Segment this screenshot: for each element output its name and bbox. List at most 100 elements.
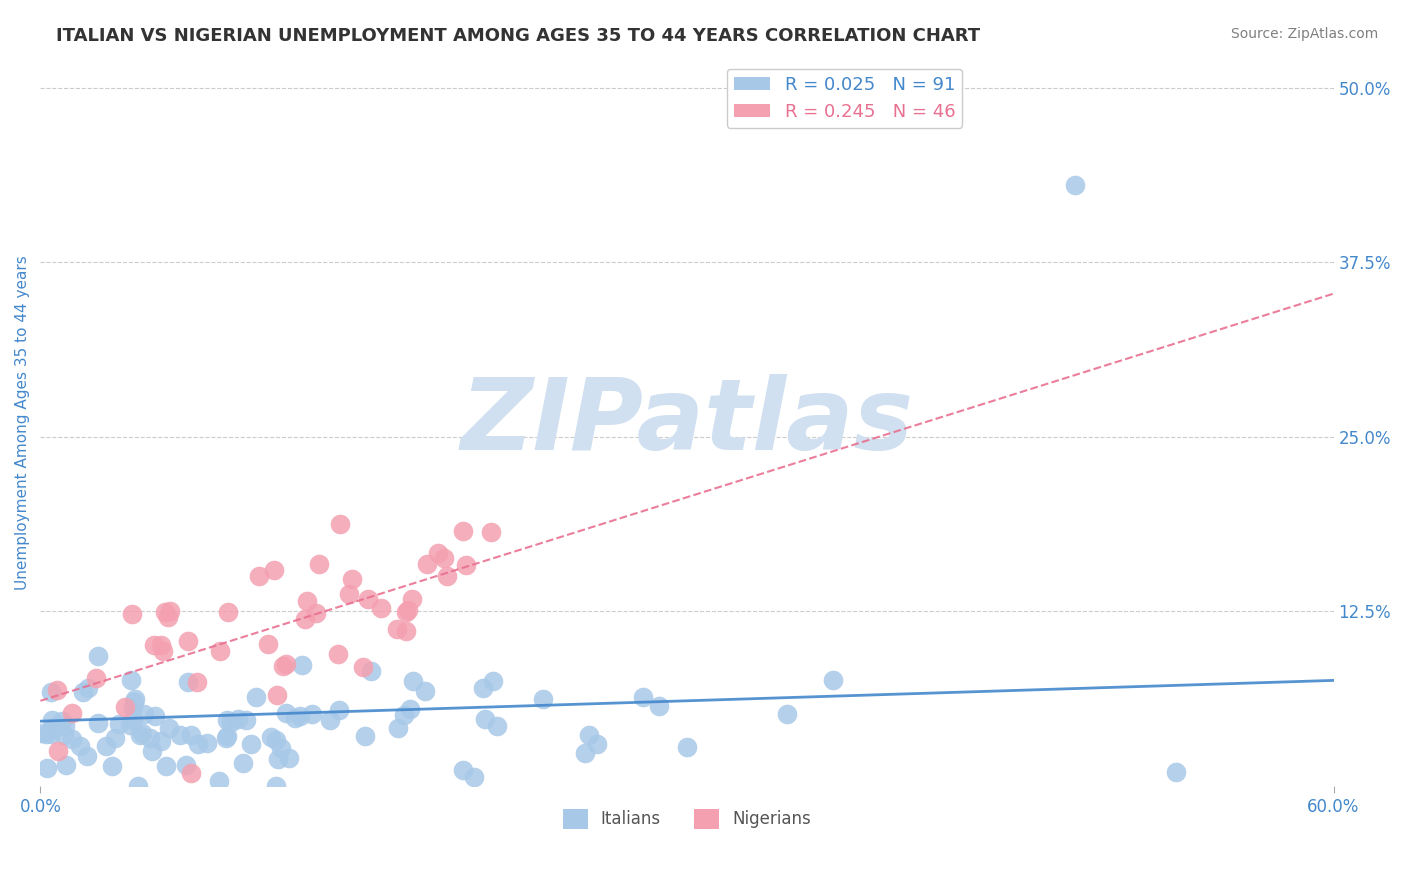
Point [143, 709, 166, 723]
Point [578, 728, 600, 742]
Point [169, 728, 191, 742]
Point [337, 587, 360, 601]
Point [257, 637, 280, 651]
Point [278, 751, 301, 765]
Point [482, 674, 505, 689]
Point [586, 738, 609, 752]
Point [77, 681, 100, 695]
Point [295, 593, 318, 607]
Point [101, 758, 124, 772]
Point [451, 524, 474, 538]
Text: ITALIAN VS NIGERIAN UNEMPLOYMENT AMONG AGES 35 TO 44 YEARS CORRELATION CHART: ITALIAN VS NIGERIAN UNEMPLOYMENT AMONG A… [56, 27, 980, 45]
Point [35, 727, 58, 741]
Point [157, 722, 180, 736]
Point [633, 690, 655, 704]
Point [156, 610, 179, 624]
Point [96, 739, 118, 754]
Y-axis label: Unemployment Among Ages 35 to 44 years: Unemployment Among Ages 35 to 44 years [15, 255, 30, 591]
Point [176, 633, 198, 648]
Point [53, 728, 76, 742]
Point [260, 731, 283, 745]
Point [150, 734, 173, 748]
Point [267, 752, 290, 766]
Point [288, 709, 311, 723]
Point [72, 684, 94, 698]
Point [308, 557, 330, 571]
Point [396, 603, 419, 617]
Point [264, 779, 287, 793]
Point [399, 702, 422, 716]
Point [531, 692, 554, 706]
Point [141, 744, 163, 758]
Text: Source: ZipAtlas.com: Source: ZipAtlas.com [1230, 27, 1378, 41]
Point [387, 721, 409, 735]
Point [1064, 178, 1087, 193]
Point [41, 714, 63, 728]
Point [128, 728, 150, 742]
Point [124, 692, 146, 706]
Point [217, 606, 239, 620]
Point [266, 688, 288, 702]
Point [46, 682, 69, 697]
Point [294, 611, 316, 625]
Point [328, 703, 350, 717]
Point [352, 660, 374, 674]
Point [215, 730, 238, 744]
Point [360, 664, 382, 678]
Text: ZIPatlas: ZIPatlas [460, 374, 914, 471]
Point [42, 721, 65, 735]
Point [60, 731, 83, 746]
Point [122, 713, 145, 727]
Point [401, 591, 423, 606]
Point [416, 558, 439, 572]
Point [342, 572, 364, 586]
Point [402, 674, 425, 689]
Point [291, 657, 314, 672]
Point [385, 623, 408, 637]
Point [648, 699, 671, 714]
Point [432, 550, 454, 565]
Point [474, 712, 496, 726]
Point [53, 719, 76, 733]
Point [276, 657, 298, 671]
Point [187, 737, 209, 751]
Point [301, 707, 323, 722]
Point [823, 673, 845, 687]
Point [454, 558, 477, 572]
Point [131, 726, 153, 740]
Point [152, 644, 174, 658]
Point [87, 716, 110, 731]
Point [284, 711, 307, 725]
Point [35, 761, 58, 775]
Point [69, 739, 91, 754]
Point [114, 699, 136, 714]
Point [134, 707, 156, 722]
Point [215, 714, 238, 728]
Point [453, 763, 475, 777]
Point [270, 740, 292, 755]
Point [159, 603, 181, 617]
Point [263, 563, 285, 577]
Point [226, 713, 249, 727]
Point [51, 714, 73, 728]
Point [55, 758, 77, 772]
Point [127, 779, 149, 793]
Point [39, 727, 62, 741]
Point [326, 648, 349, 662]
Point [427, 546, 450, 560]
Point [394, 605, 416, 619]
Point [60, 706, 83, 720]
Point [370, 601, 392, 615]
Point [271, 659, 294, 673]
Point [155, 605, 177, 619]
Point [235, 714, 257, 728]
Point [247, 569, 270, 583]
Point [479, 524, 502, 539]
Point [155, 758, 177, 772]
Point [219, 715, 242, 730]
Point [215, 731, 238, 745]
Point [176, 675, 198, 690]
Legend: Italians, Nigerians: Italians, Nigerians [555, 802, 818, 836]
Point [329, 517, 352, 532]
Point [118, 718, 141, 732]
